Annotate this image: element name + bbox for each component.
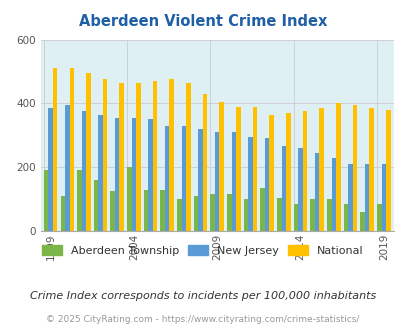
Bar bbox=[260, 188, 264, 231]
Bar bbox=[193, 196, 198, 231]
Bar bbox=[310, 199, 314, 231]
Bar bbox=[364, 164, 369, 231]
Bar bbox=[231, 132, 236, 231]
Bar bbox=[169, 80, 174, 231]
Bar bbox=[202, 94, 207, 231]
Text: © 2025 CityRating.com - https://www.cityrating.com/crime-statistics/: © 2025 CityRating.com - https://www.city… bbox=[46, 315, 359, 324]
Bar bbox=[69, 68, 74, 231]
Bar bbox=[264, 139, 269, 231]
Bar bbox=[210, 194, 214, 231]
Bar bbox=[181, 126, 185, 231]
Bar bbox=[53, 68, 57, 231]
Bar bbox=[269, 115, 273, 231]
Bar bbox=[136, 82, 140, 231]
Bar bbox=[331, 158, 335, 231]
Bar bbox=[185, 82, 190, 231]
Bar bbox=[219, 102, 224, 231]
Bar bbox=[77, 170, 81, 231]
Bar bbox=[243, 199, 248, 231]
Bar bbox=[376, 204, 381, 231]
Bar bbox=[335, 103, 340, 231]
Bar bbox=[44, 170, 48, 231]
Bar bbox=[86, 73, 90, 231]
Bar bbox=[81, 112, 86, 231]
Bar bbox=[119, 82, 124, 231]
Bar bbox=[293, 204, 298, 231]
Bar bbox=[164, 126, 169, 231]
Bar bbox=[369, 108, 373, 231]
Bar bbox=[127, 167, 131, 231]
Bar bbox=[110, 191, 115, 231]
Bar bbox=[314, 153, 319, 231]
Bar bbox=[143, 189, 148, 231]
Bar bbox=[226, 194, 231, 231]
Bar bbox=[177, 199, 181, 231]
Text: Crime Index corresponds to incidents per 100,000 inhabitants: Crime Index corresponds to incidents per… bbox=[30, 291, 375, 301]
Text: Aberdeen Violent Crime Index: Aberdeen Violent Crime Index bbox=[79, 14, 326, 29]
Bar bbox=[60, 196, 65, 231]
Bar bbox=[115, 118, 119, 231]
Bar bbox=[131, 118, 136, 231]
Bar bbox=[319, 108, 323, 231]
Bar bbox=[286, 113, 290, 231]
Bar bbox=[65, 105, 69, 231]
Bar bbox=[152, 81, 157, 231]
Bar bbox=[298, 148, 302, 231]
Bar bbox=[385, 110, 390, 231]
Legend: Aberdeen Township, New Jersey, National: Aberdeen Township, New Jersey, National bbox=[38, 241, 367, 260]
Bar bbox=[148, 119, 152, 231]
Bar bbox=[252, 107, 257, 231]
Bar bbox=[198, 129, 202, 231]
Bar bbox=[160, 189, 164, 231]
Bar bbox=[302, 112, 307, 231]
Bar bbox=[343, 204, 347, 231]
Bar bbox=[236, 107, 240, 231]
Bar bbox=[281, 147, 286, 231]
Bar bbox=[48, 108, 53, 231]
Bar bbox=[326, 199, 331, 231]
Bar bbox=[381, 164, 385, 231]
Bar bbox=[277, 197, 281, 231]
Bar bbox=[94, 180, 98, 231]
Bar bbox=[214, 132, 219, 231]
Bar bbox=[347, 164, 352, 231]
Bar bbox=[352, 105, 356, 231]
Bar bbox=[98, 115, 102, 231]
Bar bbox=[360, 212, 364, 231]
Bar bbox=[248, 137, 252, 231]
Bar bbox=[102, 80, 107, 231]
